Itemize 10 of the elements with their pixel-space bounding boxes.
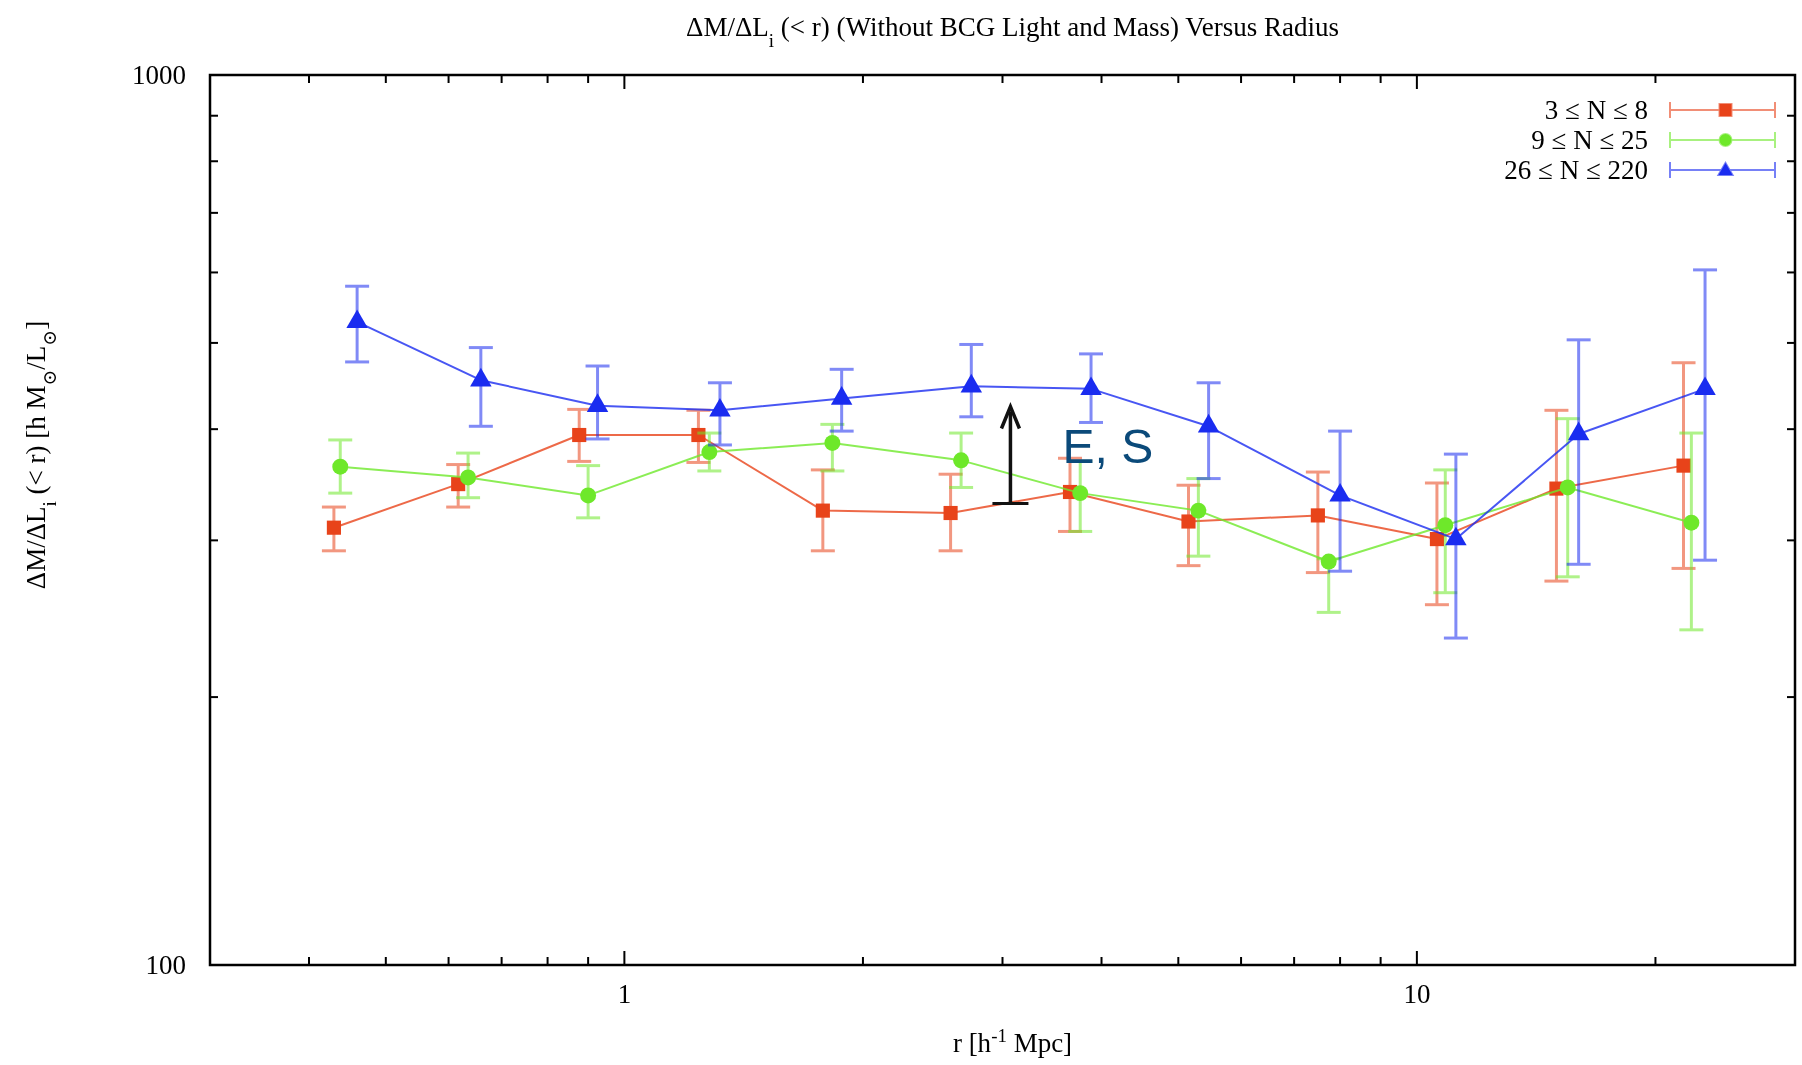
x-tick-label: 10 (1403, 979, 1431, 1009)
legend-label: 26 ≤ N ≤ 220 (1504, 155, 1648, 185)
legend-label: 9 ≤ N ≤ 25 (1531, 125, 1648, 155)
y-tick-label: 1000 (132, 60, 186, 90)
legend-label: 3 ≤ N ≤ 8 (1544, 95, 1648, 125)
y-tick-label: 100 (145, 950, 186, 980)
chart-title: ΔM/ΔL$_{i}$ (< r) (Without BCG Light and Mass) Versus Radius (686, 12, 1339, 51)
x-axis-title: r [h$^{-1}$ Mpc] (952, 1024, 1073, 1058)
x-tick-label: 1 (617, 979, 632, 1009)
annotation: E, S (1062, 419, 1154, 473)
